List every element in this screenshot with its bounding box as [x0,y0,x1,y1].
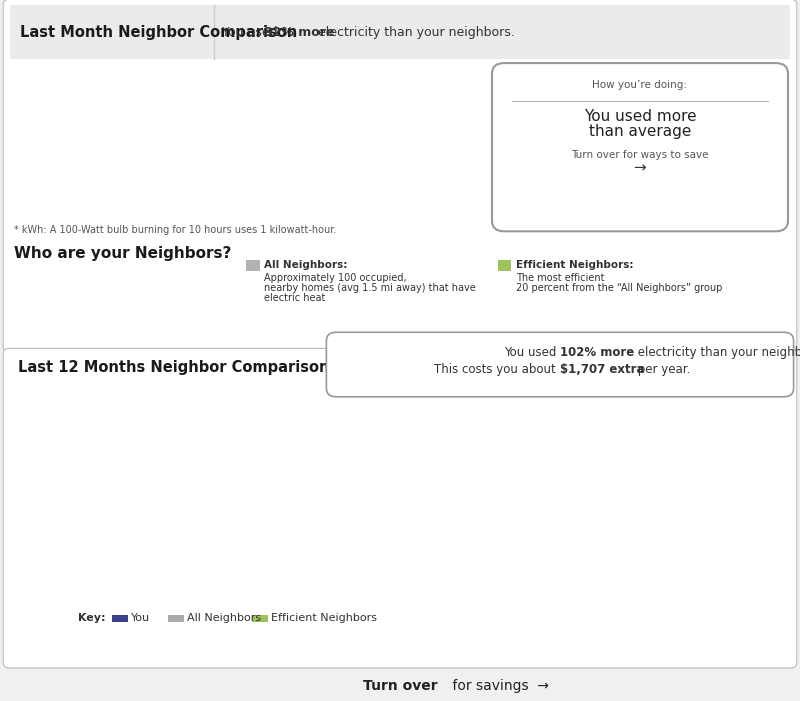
Text: All Neighbors: All Neighbors [42,149,121,162]
Text: 32% more: 32% more [264,26,334,39]
Text: How you’re doing:: How you’re doing: [593,80,687,90]
Text: 929: 929 [335,149,358,162]
Text: You used: You used [222,26,282,39]
Text: All Neighbors: All Neighbors [187,613,262,623]
Text: Efficient Neighbors:: Efficient Neighbors: [516,260,634,270]
Text: Last 12 Months Neighbor Comparison: Last 12 Months Neighbor Comparison [18,360,329,375]
Bar [124,101,250,120]
Text: 102% more: 102% more [560,346,634,359]
Text: * kWh: A 100-Watt bulb burning for 10 hours uses 1 kilowatt-hour.: * kWh: A 100-Watt bulb burning for 10 ho… [14,225,337,235]
Text: Who are your Neighbors?: Who are your Neighbors? [14,246,232,261]
Text: electricity than your neighbors.: electricity than your neighbors. [634,346,800,359]
Text: 20 percent from the “All Neighbors” group: 20 percent from the “All Neighbors” grou… [516,283,722,293]
Text: electricity than your neighbors.: electricity than your neighbors. [314,26,515,39]
Text: Turn over for ways to save: Turn over for ways to save [571,150,709,160]
Text: This costs you about: This costs you about [434,363,560,376]
Text: YOU: YOU [91,193,121,206]
Bar [124,191,395,209]
Bar [124,146,330,165]
Text: 1,225: 1,225 [401,193,434,206]
Text: electric heat: electric heat [264,293,326,303]
Text: Approximately 100 occupied,: Approximately 100 occupied, [264,273,406,283]
Text: You used more: You used more [584,109,696,124]
Text: per year.: per year. [634,363,690,376]
Text: →: → [634,161,646,176]
Text: Efficient Neighbors: Efficient Neighbors [9,104,121,117]
Text: $1,707 extra: $1,707 extra [560,363,645,376]
Text: You used: You used [504,346,560,359]
Text: for savings  →: for savings → [448,679,549,693]
Text: You: You [131,613,150,623]
Text: Efficient Neighbors: Efficient Neighbors [271,613,378,623]
Text: than average: than average [589,124,691,139]
Text: nearby homes (avg 1.5 mi away) that have: nearby homes (avg 1.5 mi away) that have [264,283,476,293]
Text: Last Month Neighbor Comparison: Last Month Neighbor Comparison [20,25,298,40]
Text: Turn over: Turn over [362,679,438,693]
Text: All Neighbors:: All Neighbors: [264,260,347,270]
Text: Key:: Key: [78,613,106,623]
Y-axis label: kWh: kWh [23,485,34,510]
Text: 571 kWh*: 571 kWh* [256,104,314,117]
Text: The most efficient: The most efficient [516,273,605,283]
Text: < 2012  2013 >: < 2012 2013 > [198,405,287,415]
